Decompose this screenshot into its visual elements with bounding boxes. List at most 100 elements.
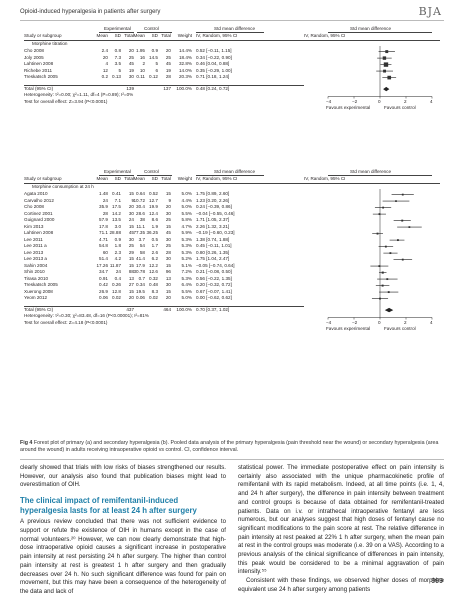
study-row-e_mean: 60 (102, 249, 108, 255)
study-row-c_sd: 0.32 (149, 275, 158, 281)
forest-plot-a: Experimental Control Std mean difference St… (24, 26, 440, 157)
column-header: SD (151, 176, 158, 181)
study-row-weight: 20.3% (178, 74, 192, 79)
favours-control-label: Favours control (384, 104, 416, 110)
study-row-c_n: 45 (165, 230, 171, 235)
study-row-c_mean: 77.35 (133, 230, 146, 235)
x-tick-label: −4 (326, 319, 332, 325)
study-row-e_mean: 4.71 (99, 236, 108, 242)
study-row-e_mean: 34.7 (99, 269, 108, 274)
total-experimental-n: 139 (126, 85, 134, 91)
column-header: Total (161, 33, 171, 38)
study-row-c_n: 20 (165, 48, 171, 53)
effect-point (378, 265, 381, 268)
page-number: 999 (431, 578, 443, 585)
study-row-e_sd: 0.4 (114, 275, 121, 281)
total-weight: 100.0% (176, 306, 192, 312)
study-row-weight: 4.4% (181, 197, 192, 203)
study-row-e_n: 25 (128, 243, 134, 248)
study-row-c_mean: 38 (139, 217, 145, 222)
study-row-c_sd: 12.7 (149, 197, 158, 203)
study-row-study: Lahtinen 2008 (24, 230, 54, 235)
group-header-std-mean-diff-plot: Std mean difference (350, 169, 392, 174)
overall-effect-text: Test for overall effect: Z=4.18 (P<0.000… (24, 319, 108, 325)
figure-caption: Fig 4 Forest plot of primary (a) and sec… (20, 440, 444, 454)
study-row-study: Cho 2008 (24, 48, 44, 53)
study-row-study: Treskatsch 2005 (24, 282, 58, 287)
study-row-study: Treskatsch 2005 (24, 74, 58, 79)
total-ci: 0.48 [0.24, 0.72] (196, 85, 230, 91)
x-tick-label: −2 (352, 98, 358, 104)
study-row-e_mean: 20 (102, 54, 108, 60)
study-row-study: Cho 2008 (24, 204, 44, 209)
effect-point (382, 206, 385, 209)
study-row-e_sd: 0.26 (112, 282, 121, 287)
effect-point (387, 291, 390, 294)
study-row-c_sd: 36.25 (146, 230, 159, 235)
header-underline (137, 32, 172, 33)
study-row-e_n: 15 (128, 256, 134, 261)
study-row-weight: 5.5% (181, 288, 192, 294)
x-tick-label: 4 (430, 98, 433, 104)
study-row-weight: 5.9% (181, 230, 192, 235)
column-header: Mean (133, 176, 146, 181)
favours-control-label: Favours control (384, 325, 416, 331)
effect-point (384, 245, 387, 248)
study-row-ci: −0.05 [−0.74, 0.64] (196, 262, 235, 268)
column-header-rule (24, 40, 440, 41)
column-header: Mean (96, 176, 109, 181)
study-row-ci: 2.26 [1.32, 3.21] (196, 223, 230, 229)
caption-rule (20, 459, 444, 460)
column-header: Study or subgroup (24, 176, 62, 181)
study-row-c_n: 20 (165, 295, 171, 300)
study-row-e_n: 30 (128, 236, 134, 242)
study-row-ci: 0.21 [−0.08, 0.50] (196, 269, 232, 274)
header-underline (137, 175, 172, 176)
group-header-experimental: Experimental (104, 26, 131, 31)
study-row-c_sd: 8.6 (151, 217, 158, 222)
study-row-e_n: 45 (128, 61, 134, 66)
study-row-c_n: 96 (165, 269, 171, 274)
study-row-c_mean: 30.4 (136, 204, 145, 209)
column-header: SD (151, 33, 158, 38)
study-row-ci: 0.52 [−0.11, 1.15] (196, 48, 232, 53)
study-row-c_n: 28 (165, 249, 171, 255)
study-row-c_n: 28 (165, 74, 171, 79)
study-row-c_mean: 19.5 (136, 288, 145, 294)
study-row-weight: 5.0% (181, 204, 192, 209)
column-header: Mean (96, 33, 109, 38)
x-tick-label: 0 (378, 98, 381, 104)
header-underline (328, 175, 432, 176)
study-row-c_sd: 5 (155, 61, 158, 66)
effect-point (378, 213, 381, 216)
study-row-ci: 0.71 [0.18, 1.24] (196, 74, 230, 79)
study-row-c_sd: 12.6 (149, 269, 158, 274)
effect-point (397, 239, 399, 242)
study-row-study: Yeom 2012 (24, 295, 48, 300)
study-row-study: Joly 2005 (24, 54, 44, 60)
study-row-weight: 5.0% (181, 295, 192, 300)
study-row-e_sd: 7.3 (114, 54, 121, 60)
effect-point (401, 258, 404, 261)
study-row-weight: 5.3% (181, 243, 192, 248)
study-row-e_n: 19 (128, 67, 134, 73)
study-row-c_mean: 10 (139, 67, 145, 73)
header-underline (196, 32, 264, 33)
column-header: Total (124, 176, 134, 181)
x-tick-label: 2 (404, 98, 407, 104)
study-row-c_mean: 1.95 (136, 48, 145, 53)
forest-plot-graphic (327, 46, 433, 99)
study-row-study: Lee 2011 (24, 236, 43, 242)
effect-point (395, 200, 397, 202)
effect-point (387, 75, 392, 80)
study-row-c_n: 30 (165, 282, 171, 287)
x-tick-label: 0 (378, 319, 381, 325)
group-header-std-mean-diff: Std mean difference (214, 169, 256, 174)
study-row-c_n: 20 (165, 204, 171, 209)
study-row-c_mean: 28.6 (136, 210, 145, 216)
right-paragraph-1: statistical power. The immediate postope… (238, 464, 444, 576)
study-row-e_sd: 24 (115, 269, 121, 274)
study-row-ci: 0.20 [−0.32, 0.72] (196, 282, 232, 287)
study-row-c_n: 25 (165, 243, 171, 248)
study-row-weight: 32.8% (178, 61, 192, 66)
